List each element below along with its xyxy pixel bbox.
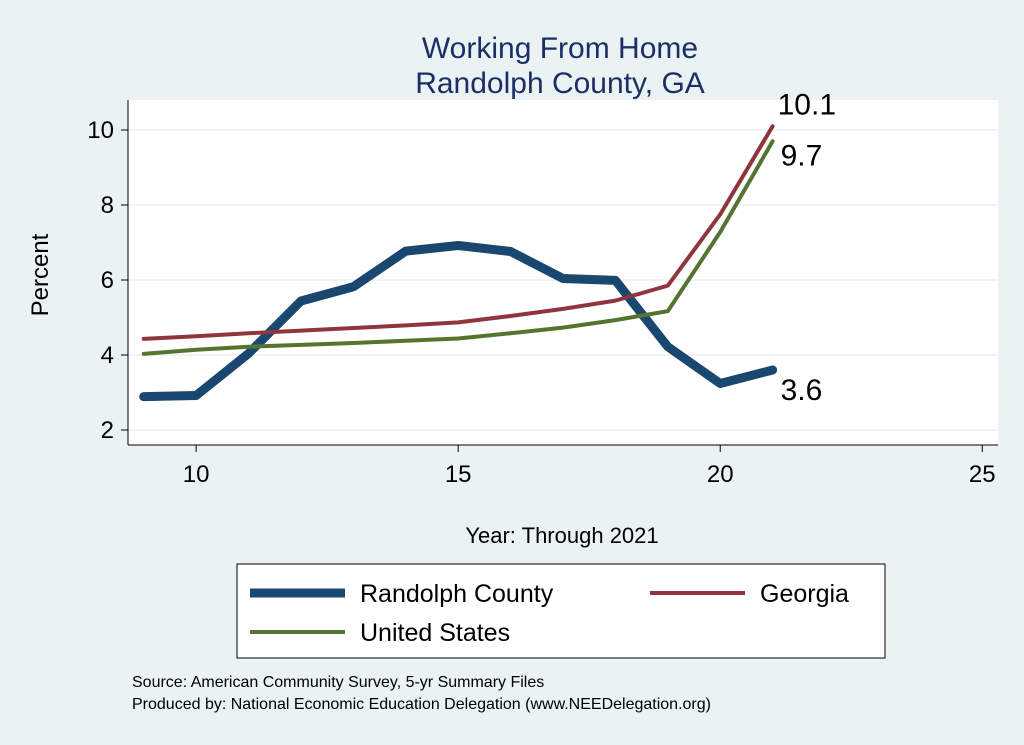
y-axis-label: Percent xyxy=(27,233,54,316)
end-label-united-states: 9.7 xyxy=(781,139,823,172)
end-label-randolph-county: 3.6 xyxy=(781,374,823,407)
series-line-georgia xyxy=(141,124,775,341)
chart-subtitle: Randolph County, GA xyxy=(415,67,705,100)
plot-area xyxy=(128,100,998,445)
x-axis-label: Year: Through 2021 xyxy=(465,523,658,548)
y-tick-label: 2 xyxy=(101,417,114,444)
x-tick-label: 15 xyxy=(445,461,472,488)
legend-label-randolph: Randolph County xyxy=(360,580,554,608)
y-tick-label: 10 xyxy=(87,117,114,144)
y-tick-label: 4 xyxy=(101,342,114,369)
end-label-georgia: 10.1 xyxy=(778,88,836,121)
legend-label-georgia: Georgia xyxy=(760,580,849,608)
source-note: Source: American Community Survey, 5-yr … xyxy=(132,674,544,691)
x-tick-label: 20 xyxy=(707,461,734,488)
x-tick-label: 25 xyxy=(969,461,996,488)
legend-label-us: United States xyxy=(360,619,510,647)
legend-box xyxy=(236,563,886,659)
y-tick-label: 6 xyxy=(101,267,114,294)
series-line-united-states xyxy=(141,139,775,356)
chart-title: Working From Home xyxy=(422,32,698,65)
legend: Randolph County Georgia United States xyxy=(236,563,886,659)
producer-note: Produced by: National Economic Education… xyxy=(132,696,711,713)
series-line-randolph-county xyxy=(139,241,778,402)
y-tick-label: 8 xyxy=(101,192,114,219)
x-tick-label: 10 xyxy=(183,461,210,488)
